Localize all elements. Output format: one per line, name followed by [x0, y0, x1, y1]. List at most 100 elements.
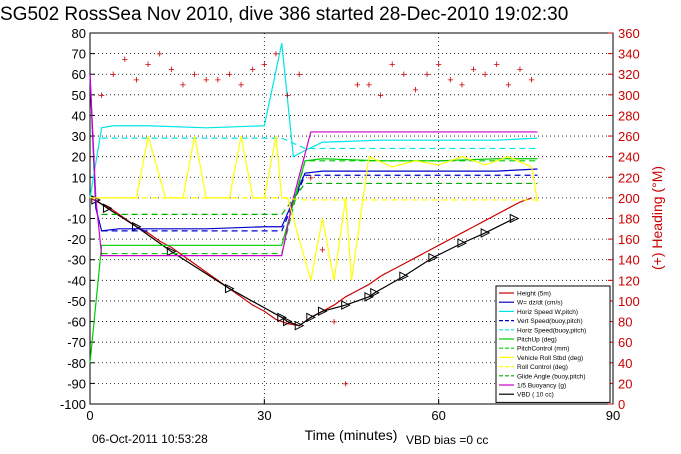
y-tick-label: 30 — [72, 129, 86, 144]
heading-point: + — [528, 74, 534, 86]
vbd-marker — [306, 312, 316, 323]
heading-point: + — [389, 59, 395, 71]
heading-point: + — [191, 69, 197, 81]
y2-tick-label: 60 — [618, 335, 632, 350]
vbd-marker — [457, 238, 468, 249]
y2-tick-label: 300 — [618, 88, 640, 103]
y-tick-label: -60 — [67, 315, 86, 330]
heading-point: + — [412, 85, 418, 97]
y2-tick-label: 20 — [618, 376, 632, 391]
y-tick-label: -50 — [67, 294, 86, 309]
x-tick-label: 60 — [431, 408, 445, 423]
heading-point: + — [470, 64, 476, 76]
series-line — [101, 182, 538, 215]
legend-label: Vert Speed(buoy,pitch) — [517, 318, 583, 325]
vbd-marker — [399, 271, 409, 282]
legend-label: PitchUp (deg) — [517, 337, 557, 344]
legend-label: Glide Angle (buoy,pitch) — [517, 373, 586, 380]
heading-point: + — [296, 69, 302, 81]
chart-title: SG502 RossSea Nov 2010, dive 386 started… — [0, 4, 569, 25]
legend-label: VBD ( 10 cc) — [517, 392, 554, 399]
y2-tick-label: 0 — [618, 397, 625, 412]
series-group: + + + + + + + + + + + + + + + + + + + + + + + + + + + + + + + + + + + + + + — [89, 43, 539, 390]
vbd-marker — [364, 292, 375, 302]
timestamp: 06-Oct-2011 10:53:28 — [92, 432, 208, 446]
x-tick-label: 90 — [606, 408, 620, 423]
y2-axis-label: (+) Heading (°M) — [649, 166, 665, 270]
series-line — [101, 197, 538, 201]
heading-point: + — [505, 80, 511, 92]
heading-point: + — [238, 80, 244, 92]
y2-tick-label: 260 — [618, 129, 640, 144]
y2-tick-label: 280 — [618, 108, 640, 123]
legend-label: Horiz Speed(buoy,pitch) — [517, 327, 586, 334]
y-tick-label: -80 — [67, 356, 86, 371]
y2-tick-label: 180 — [618, 212, 640, 227]
series-line — [89, 43, 538, 198]
heading-point: + — [308, 172, 314, 184]
y2-tick-label: 40 — [618, 356, 632, 371]
y2-tick-label: 320 — [618, 67, 640, 82]
legend-box — [495, 285, 611, 403]
heading-point: + — [342, 378, 348, 390]
y-tick-label: 20 — [72, 150, 86, 165]
vbd-marker — [102, 203, 113, 214]
heading-point: + — [203, 74, 209, 86]
y-tick-label: 70 — [72, 47, 86, 62]
y-tick-label: -20 — [67, 232, 86, 247]
legend-label: W= dz/dt (cm/s) — [517, 300, 563, 307]
y-tick-label: 0 — [79, 191, 86, 206]
vbd-marker — [224, 283, 235, 294]
heading-point: + — [215, 74, 221, 86]
vbd-marker — [277, 312, 287, 323]
heading-point: + — [180, 80, 186, 92]
heading-point: + — [447, 74, 453, 86]
vbd-marker — [370, 287, 380, 298]
heading-point: + — [435, 59, 441, 71]
heading-point: + — [459, 80, 465, 92]
y2-tick-label: 340 — [618, 47, 640, 62]
heading-point: + — [517, 64, 523, 76]
y2-tick-label: 80 — [618, 315, 632, 330]
y2-tick-label: 240 — [618, 150, 640, 165]
legend-label: PitchControl (mm) — [517, 346, 569, 353]
legend-label: Roll Control (deg) — [517, 364, 568, 371]
x-tick-label: 30 — [257, 408, 271, 423]
heading-point: + — [110, 69, 116, 81]
heading-point: + — [145, 59, 151, 71]
heading-point: + — [98, 90, 104, 102]
x-tick-label: 0 — [86, 408, 93, 423]
y-tick-label: 10 — [72, 170, 86, 185]
y-tick-label: -40 — [67, 273, 86, 288]
heading-point: + — [249, 64, 255, 76]
vbd-marker — [509, 213, 520, 224]
heading-point: + — [424, 69, 430, 81]
heading-point: + — [366, 80, 372, 92]
heading-point: + — [273, 49, 279, 61]
y2-tick-label: 160 — [618, 232, 640, 247]
legend-label: Horiz Speed W,pitch) — [517, 309, 578, 316]
heading-point: + — [377, 90, 383, 102]
legend-label: Height (5m) — [517, 291, 551, 298]
axes: 0 30 60 9080706050403020100-10-20-30-40-50-… — [60, 26, 640, 423]
y2-tick-label: 200 — [618, 191, 640, 206]
heading-point: + — [226, 69, 232, 81]
heading-point: + — [168, 64, 174, 76]
legend-label: Vehicle Roll Stbd (deg) — [517, 355, 583, 362]
vbd-marker — [428, 252, 438, 263]
heading-point: + — [261, 59, 267, 71]
y-tick-label: 50 — [72, 88, 86, 103]
series-line — [89, 74, 538, 257]
y-tick-label: -90 — [67, 376, 86, 391]
heading-point: + — [331, 317, 337, 329]
y2-tick-label: 120 — [618, 273, 640, 288]
y-tick-label: -10 — [67, 212, 86, 227]
heading-point: + — [133, 74, 139, 86]
y-tick-label: 80 — [72, 26, 86, 41]
vbd-marker — [294, 320, 305, 331]
vbd-marker — [341, 300, 351, 310]
vbd-marker — [317, 306, 328, 317]
y-tick-label: -100 — [60, 397, 86, 412]
vbd-marker — [480, 228, 491, 238]
legend: Height (5m) W= dz/dt (cm/s) Horiz Speed W,… — [495, 285, 611, 403]
